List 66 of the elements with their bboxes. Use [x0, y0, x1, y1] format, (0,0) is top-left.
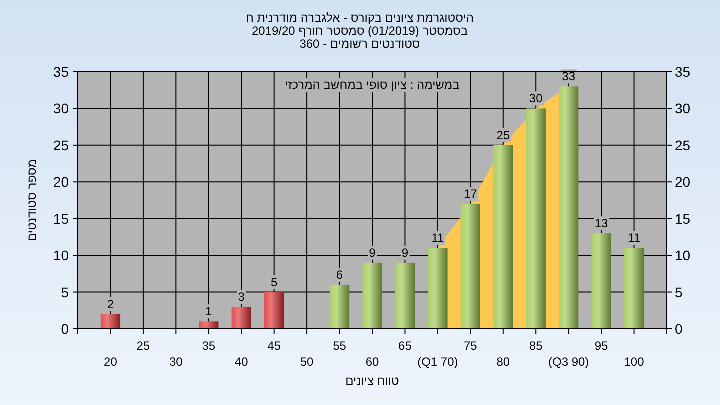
y2-tick-label: 0: [675, 321, 683, 337]
x-tick-label: (Q1 70): [418, 355, 458, 369]
y2-tick-label: 25: [675, 137, 691, 154]
data-label: 17: [464, 187, 478, 202]
data-label: 9: [369, 246, 376, 260]
chart-subtitle: בסמסטר (01/2019) סמסטר חורף 2019/20 סטודנטים רשומים - 360: [252, 24, 468, 51]
bar: [526, 108, 546, 329]
data-label: 9: [402, 246, 409, 260]
y2-tick-label: 5: [675, 284, 683, 300]
x-tick-label: 25: [136, 339, 150, 353]
y-tick-label: 20: [53, 174, 70, 190]
x-tick-label: 80: [496, 355, 510, 369]
data-label: 3: [238, 290, 246, 304]
data-label: 25: [496, 128, 510, 142]
bar: [100, 314, 121, 329]
annotation: במשימה : ציון סופי במחשב המרכזי: [285, 78, 460, 92]
data-label: 33: [562, 70, 576, 84]
y-tick-label: 30: [53, 100, 70, 117]
x-tick-label: 20: [104, 355, 118, 369]
x-tick-label: 30: [169, 355, 184, 369]
data-label: 1: [206, 304, 213, 319]
bar: [232, 306, 252, 329]
data-label: 6: [336, 268, 344, 282]
x-tick-label: 35: [202, 339, 216, 353]
x-tick-label: (Q3 90): [548, 355, 590, 369]
data-label: 11: [432, 231, 444, 246]
bar: [592, 234, 612, 329]
bar: [362, 262, 382, 329]
y-tick-label: 15: [53, 210, 70, 227]
bar: [199, 322, 219, 329]
y2-tick-label: 30: [675, 100, 691, 117]
bar: [559, 86, 579, 329]
bar: [624, 248, 644, 329]
x-tick-label: 100: [624, 355, 645, 369]
x-tick-label: 45: [268, 339, 282, 353]
data-label: 11: [628, 231, 641, 246]
y2-tick-label: 20: [675, 174, 691, 190]
y2-tick-label: 15: [675, 210, 691, 227]
bar: [395, 262, 416, 329]
bar: [264, 292, 284, 329]
bar: [494, 145, 514, 329]
x-tick-label: 65: [398, 339, 412, 353]
bar: [460, 204, 480, 329]
y-tick-label: 5: [61, 284, 70, 300]
x-tick-label: 95: [594, 339, 609, 353]
chart-title: היסטוגרמת ציונים בקורס - אלגברה מודרנית ח: [246, 11, 474, 25]
y-tick-label: 10: [53, 248, 70, 264]
y-tick-label: 0: [61, 321, 70, 337]
bar: [330, 284, 350, 329]
x-tick-label: 85: [529, 339, 544, 353]
data-label: 30: [529, 92, 544, 106]
bar: [428, 248, 448, 329]
y-tick-label: 35: [53, 64, 70, 80]
data-label: 5: [270, 275, 278, 290]
x-tick-label: 50: [300, 355, 314, 369]
y-axis-title: מספר סטודנטים: [25, 159, 39, 242]
data-label: 2: [107, 297, 114, 312]
x-tick-label: 75: [464, 339, 478, 353]
y-tick-label: 25: [53, 137, 70, 154]
x-tick-label: 60: [366, 355, 380, 369]
y2-tick-label: 35: [675, 64, 691, 80]
x-tick-label: 55: [333, 339, 347, 353]
x-tick-label: 40: [234, 355, 249, 369]
y2-tick-label: 10: [675, 248, 691, 264]
data-label: 13: [594, 216, 609, 231]
x-axis-title: טווח ציונים: [346, 374, 400, 388]
